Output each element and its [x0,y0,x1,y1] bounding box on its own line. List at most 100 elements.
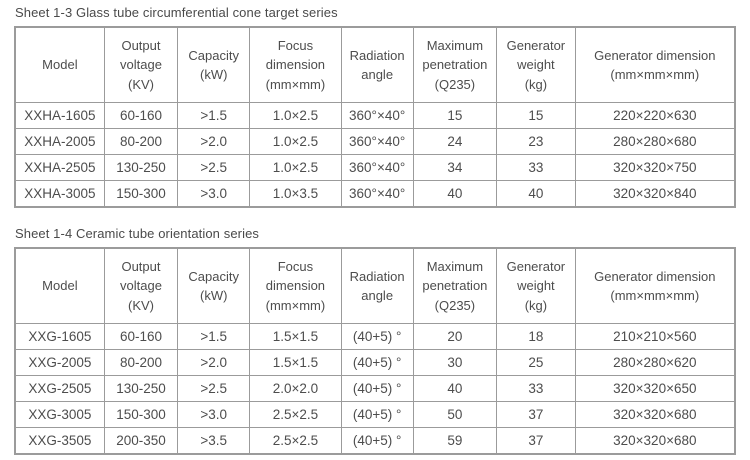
table-cell: >3.5 [177,427,251,455]
table-cell: 15 [496,102,576,129]
header-row: Model Output voltage (KV) Capacity (kW) Foc… [14,247,736,324]
table-cell: 360°×40° [340,154,414,181]
table-cell: >1.5 [177,323,251,350]
table-cell: 320×320×680 [574,427,736,455]
table-cell: XXHA-2505 [14,154,105,181]
table-cell: >2.5 [177,375,251,402]
table-cell: 320×320×750 [574,154,736,181]
table-cell: 60-160 [103,323,179,350]
table-cell: >2.0 [177,349,251,376]
table-cell: >2.0 [177,128,251,155]
table-cell: 80-200 [103,349,179,376]
table-cell: 40 [412,375,498,402]
table-cell: 1.0×3.5 [249,180,342,208]
table-cell: 150-300 [103,401,179,428]
table-cell: 1.0×2.5 [249,102,342,129]
table-cell: 360°×40° [340,180,414,208]
table-cell: 1.5×1.5 [249,349,342,376]
table-cell: (40+5) ° [340,375,414,402]
table-cell: 210×210×560 [574,323,736,350]
table-cell: 1.0×2.5 [249,154,342,181]
table-cell: 34 [412,154,498,181]
table-cell: XXG-3005 [14,401,105,428]
column-header: Capacity (kW) [177,247,251,324]
column-header: Focus dimension (mm×mm) [249,247,342,324]
table-cell: 18 [496,323,576,350]
column-header: Output voltage (KV) [103,247,179,324]
table-cell: (40+5) ° [340,323,414,350]
table-cell: (40+5) ° [340,349,414,376]
table-cell: 130-250 [103,154,179,181]
table-row: XXG-2005 80-200 >2.0 1.5×1.5 (40+5) ° 30 25 280… [14,349,736,376]
table-cell: 280×280×620 [574,349,736,376]
table-row: XXHA-2005 80-200 >2.0 1.0×2.5 360°×40° 24 23 28… [14,128,736,155]
table-cell: 50 [412,401,498,428]
table-cell: XXHA-1605 [14,102,105,129]
column-header: Model [14,247,105,324]
column-header: Maximum penetration (Q235) [412,26,498,103]
table-row: XXHA-1605 60-160 >1.5 1.0×2.5 360°×40° 15 15 22… [14,102,736,129]
glass-tube-spec-table: Model Output voltage (KV) Capacity (kW) Foc… [14,26,736,208]
glass-tube-table-title: Sheet 1-3 Glass tube circumferential con… [15,5,338,20]
column-header: Generator dimension (mm×mm×mm) [574,26,736,103]
table-row: XXG-1605 60-160 >1.5 1.5×1.5 (40+5) ° 20 18 210… [14,323,736,350]
table-cell: 20 [412,323,498,350]
table-cell: 30 [412,349,498,376]
table-cell: 360°×40° [340,102,414,129]
table-cell: 320×320×680 [574,401,736,428]
table-cell: 33 [496,154,576,181]
table-cell: 2.0×2.0 [249,375,342,402]
column-header: Maximum penetration (Q235) [412,247,498,324]
table-cell: XXHA-2005 [14,128,105,155]
table-cell: 320×320×840 [574,180,736,208]
table-cell: 25 [496,349,576,376]
table-cell: XXHA-3005 [14,180,105,208]
table-cell: 280×280×680 [574,128,736,155]
table-row: XXHA-2505 130-250 >2.5 1.0×2.5 360°×40° 34 33 3… [14,154,736,181]
table-cell: 37 [496,401,576,428]
table-cell: 2.5×2.5 [249,427,342,455]
column-header: Radiation angle [340,247,414,324]
table-cell: 150-300 [103,180,179,208]
table-cell: 80-200 [103,128,179,155]
table-cell: 40 [412,180,498,208]
column-header: Output voltage (KV) [103,26,179,103]
table-cell: >1.5 [177,102,251,129]
table-row: XXG-3505 200-350 >3.5 2.5×2.5 (40+5) ° 59 37 32… [14,427,736,455]
table-cell: 2.5×2.5 [249,401,342,428]
table-cell: >2.5 [177,154,251,181]
ceramic-tube-section: Sheet 1-4 Ceramic tube orientation serie… [14,224,737,455]
table-row: XXG-3005 150-300 >3.0 2.5×2.5 (40+5) ° 50 37 32… [14,401,736,428]
table-cell: XXG-1605 [14,323,105,350]
table-row: XXG-2505 130-250 >2.5 2.0×2.0 (40+5) ° 40 33 32… [14,375,736,402]
column-header: Generator weight (kg) [496,247,576,324]
table-cell: 200-350 [103,427,179,455]
table-cell: 40 [496,180,576,208]
table-cell: 59 [412,427,498,455]
table-cell: 60-160 [103,102,179,129]
column-header: Focus dimension (mm×mm) [249,26,342,103]
table-cell: XXG-3505 [14,427,105,455]
table-cell: 360°×40° [340,128,414,155]
table-cell: 23 [496,128,576,155]
table-cell: (40+5) ° [340,401,414,428]
ceramic-tube-table-title: Sheet 1-4 Ceramic tube orientation serie… [15,226,260,241]
table-cell: 15 [412,102,498,129]
header-row: Model Output voltage (KV) Capacity (kW) Foc… [14,26,736,103]
table-cell: 24 [412,128,498,155]
table-cell: >3.0 [177,180,251,208]
table-cell: 33 [496,375,576,402]
ceramic-tube-spec-table: Model Output voltage (KV) Capacity (kW) Foc… [14,247,736,455]
column-header: Capacity (kW) [177,26,251,103]
table-cell: >3.0 [177,401,251,428]
table-cell: 220×220×630 [574,102,736,129]
table-row: XXHA-3005 150-300 >3.0 1.0×3.5 360°×40° 40 40 3… [14,180,736,208]
glass-tube-section: Sheet 1-3 Glass tube circumferential con… [14,3,737,208]
column-header: Model [14,26,105,103]
column-header: Radiation angle [340,26,414,103]
table-cell: XXG-2505 [14,375,105,402]
table-cell: 1.0×2.5 [249,128,342,155]
column-header: Generator weight (kg) [496,26,576,103]
table-cell: (40+5) ° [340,427,414,455]
